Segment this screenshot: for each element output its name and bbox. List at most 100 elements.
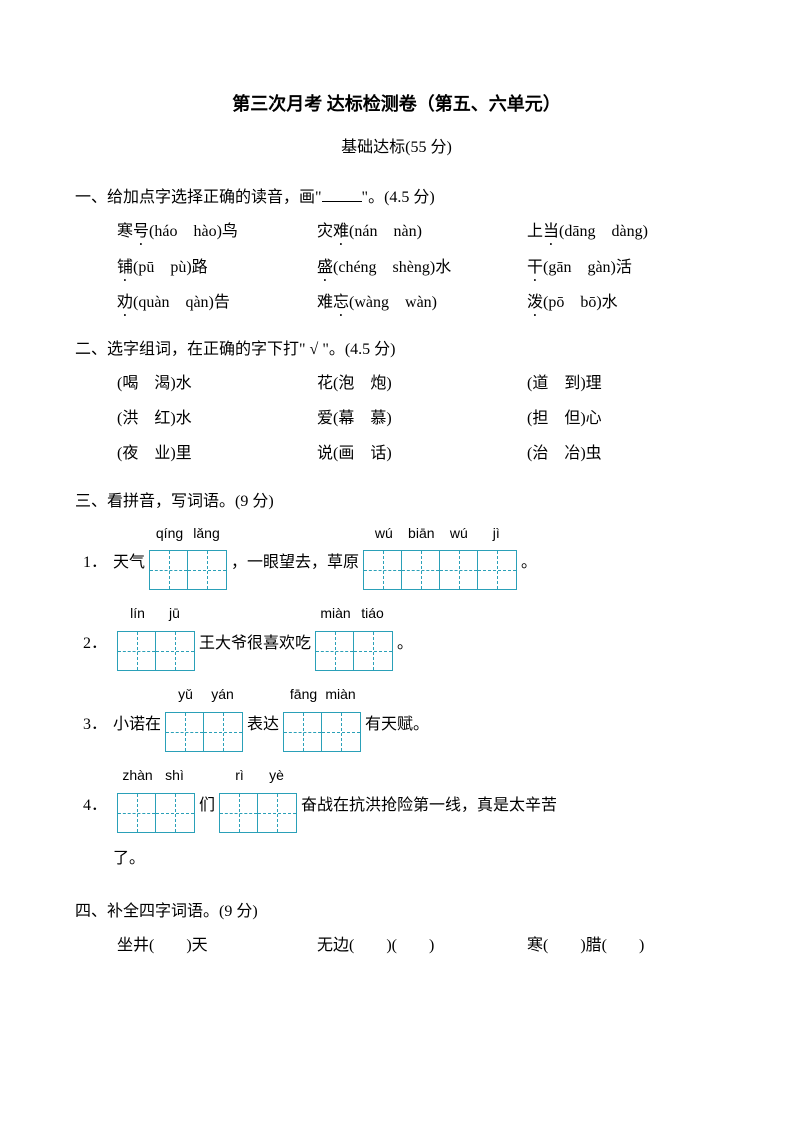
pinyin-syllable: lǎng [188,518,225,549]
dotted-char: 难 [333,223,349,240]
pinyin-row: rìyè [219,760,297,793]
q1-cell: 劝(quàn qàn)告 [117,285,317,320]
q4-head: 四、补全四字词语。(9 分) [75,896,718,928]
tian-cell[interactable] [478,551,516,589]
pinyin-row: wúbiānwújì [363,518,517,551]
pinyin-grid: wúbiānwújì [363,518,517,591]
tian-boxes [117,631,195,671]
dotted-char: 号 [133,223,149,240]
pinyin-grid: yǔyán [165,679,243,752]
q2-cell: 爱(幕 慕) [317,401,527,436]
pinyin-grid: qínglǎng [149,518,227,591]
text-segment: 。 [521,545,537,590]
q1-head-pre: 一、给加点字选择正确的读音，画" [75,189,322,206]
question-2: 二、选字组词，在正确的字下打" √ "。(4.5 分) (喝 渴)水花(泡 炮)… [75,334,718,472]
q4-cell: 寒( )腊( ) [527,928,707,963]
page-subtitle: 基础达标(55 分) [75,135,718,161]
pinyin-row: línjū [117,598,195,631]
pinyin-syllable: wú [440,518,478,549]
tian-cell[interactable] [166,713,204,751]
tian-cell[interactable] [440,551,478,589]
pinyin-syllable: miàn [317,598,354,629]
q1-cell: 盛(chéng shèng)水 [317,250,527,285]
q2-cell: 花(泡 炮) [317,366,527,401]
pinyin-grid: fāngmiàn [283,679,361,752]
tian-cell[interactable] [204,713,242,751]
pinyin-syllable: biān [403,518,441,549]
q1-head-post: "。(4.5 分) [362,189,435,206]
item-number: 1． [83,545,113,590]
q1-cell: 泼(pō bō)水 [527,285,707,320]
pinyin-syllable: yǔ [167,679,204,710]
item-number: 3． [83,707,113,752]
tian-boxes [149,550,227,590]
q1-head: 一、给加点字选择正确的读音，画" "。(4.5 分) [75,182,718,214]
q1-row: 劝(quàn qàn)告难忘(wàng wàn)泼(pō bō)水 [117,285,718,320]
pinyin-syllable: fāng [285,679,322,710]
tian-cell[interactable] [156,632,194,670]
pinyin-syllable: jū [156,598,193,629]
pinyin-syllable: miàn [322,679,359,710]
q2-rows: (喝 渴)水花(泡 炮)(道 到)理(洪 红)水爱(幕 慕)(担 但)心(夜 业… [75,366,718,472]
dotted-char: 泼 [527,294,543,311]
q2-cell: (担 但)心 [527,401,707,436]
q3-head: 三、看拼音，写词语。(9 分) [75,486,718,518]
tian-cell[interactable] [354,632,392,670]
q4-row: 坐井( )天无边( )( )寒( )腊( ) [75,928,718,963]
item-number: 2． [83,626,113,671]
question-1: 一、给加点字选择正确的读音，画" "。(4.5 分) 寒号(háo hào)鸟灾难… [75,182,718,320]
q3-line: 3．小诺在yǔyán表达fāngmiàn有天赋。 [83,679,718,752]
text-segment: ，一眼望去，草原 [231,545,359,590]
q4-cell: 坐井( )天 [117,928,317,963]
item-number: 4． [83,788,113,833]
pinyin-syllable: shì [156,760,193,791]
q2-cell: (治 冶)虫 [527,436,707,471]
dotted-char: 盛 [317,259,333,276]
tian-cell[interactable] [118,632,156,670]
page-title: 第三次月考 达标检测卷（第五、六单元） [75,90,718,119]
q4-cell: 无边( )( ) [317,928,527,963]
q2-cell: (道 到)理 [527,366,707,401]
q1-rows: 寒号(háo hào)鸟灾难(nán nàn)上当(dāng dàng)铺(pū… [75,214,718,320]
pinyin-row: fāngmiàn [283,679,361,712]
dotted-char: 忘 [333,294,349,311]
tian-cell[interactable] [258,794,296,832]
tian-boxes [219,793,297,833]
tian-cell[interactable] [316,632,354,670]
q1-cell: 上当(dāng dàng) [527,214,707,249]
text-segment: 有天赋。 [365,707,429,752]
text-segment: 奋战在抗洪抢险第一线，真是太辛苦 [301,788,557,833]
tian-cell[interactable] [220,794,258,832]
tian-cell[interactable] [156,794,194,832]
q3-items: 1．天气qínglǎng，一眼望去，草原wúbiānwújì。2．línjū王大… [83,518,718,882]
pinyin-grid: línjū [117,598,195,671]
pinyin-grid: zhànshì [117,760,195,833]
tian-cell[interactable] [188,551,226,589]
tian-cell[interactable] [364,551,402,589]
tian-cell[interactable] [322,713,360,751]
pinyin-row: miàntiáo [315,598,393,631]
q3-line: 1．天气qínglǎng，一眼望去，草原wúbiānwújì。 [83,518,718,591]
q3-line: 2．línjū王大爷很喜欢吃miàntiáo。 [83,598,718,671]
pinyin-syllable: jì [478,518,516,549]
pinyin-grid: rìyè [219,760,297,833]
pinyin-syllable: yè [258,760,295,791]
pinyin-syllable: lín [119,598,156,629]
q3-line: 4．zhànshì们rìyè奋战在抗洪抢险第一线，真是太辛苦 [83,760,718,833]
pinyin-syllable: yán [204,679,241,710]
pinyin-row: zhànshì [117,760,195,793]
tian-cell[interactable] [284,713,322,751]
q2-cell: (喝 渴)水 [117,366,317,401]
tian-boxes [315,631,393,671]
pinyin-syllable: wú [365,518,403,549]
tian-boxes [283,712,361,752]
tian-cell[interactable] [150,551,188,589]
pinyin-syllable: zhàn [119,760,156,791]
question-3: 三、看拼音，写词语。(9 分) 1．天气qínglǎng，一眼望去，草原wúbi… [75,486,718,882]
blank-underline [322,201,362,202]
question-4: 四、补全四字词语。(9 分) 坐井( )天无边( )( )寒( )腊( ) [75,896,718,963]
tian-cell[interactable] [402,551,440,589]
text-segment: 表达 [247,707,279,752]
tian-boxes [363,550,517,590]
tian-cell[interactable] [118,794,156,832]
